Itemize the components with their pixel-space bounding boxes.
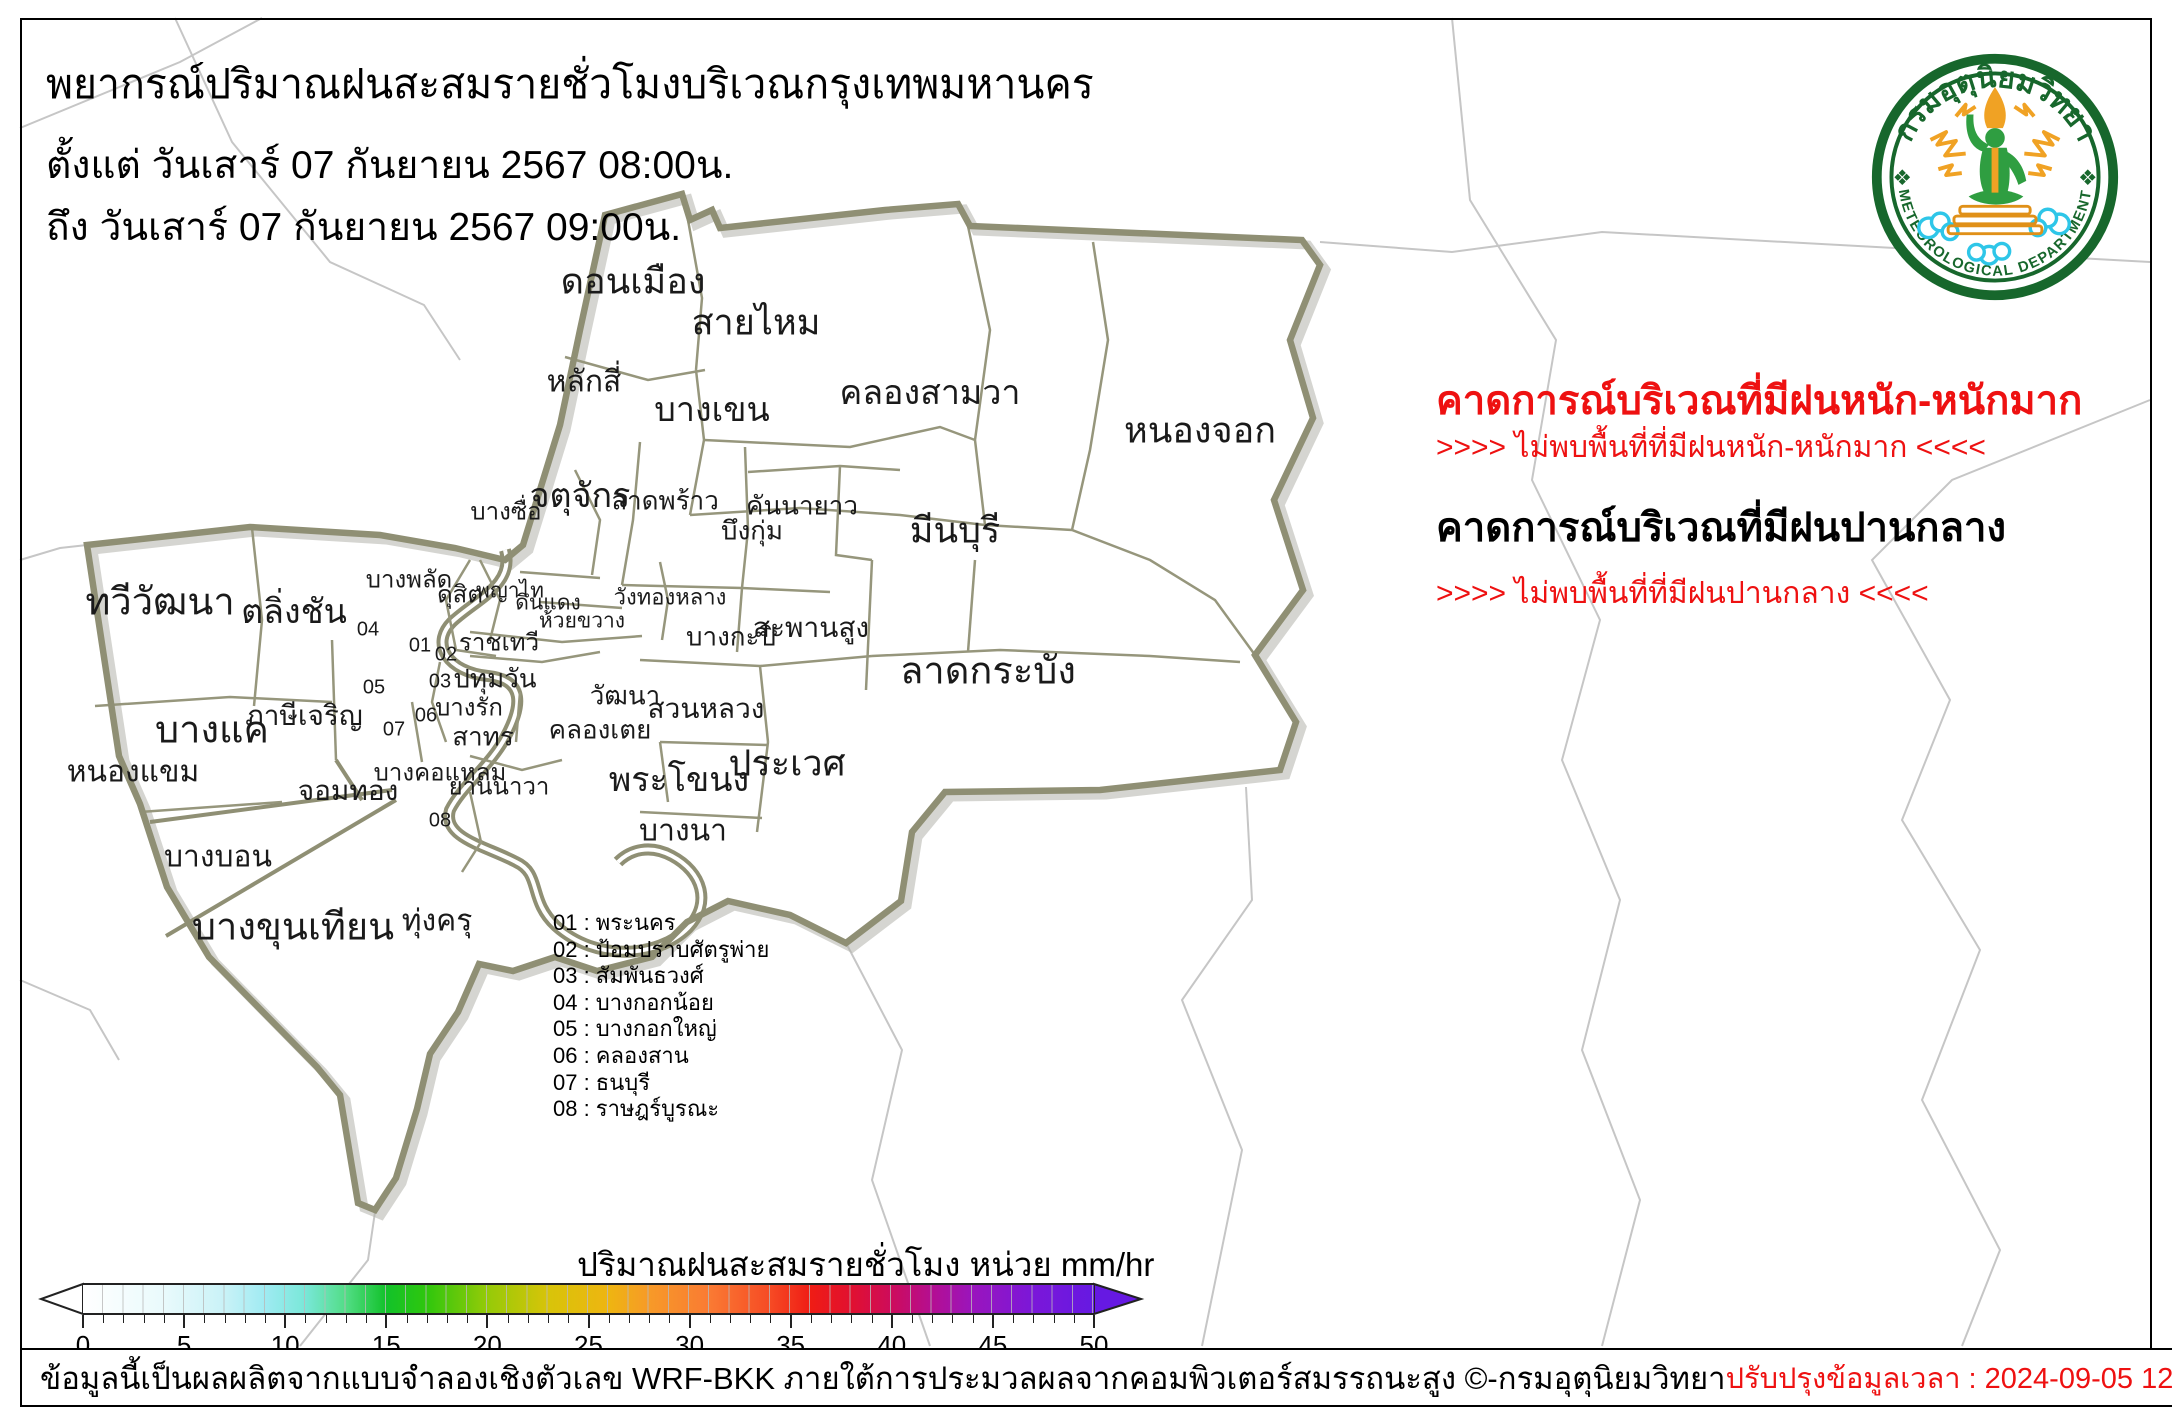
- forecast-end-time: ถึง วันเสาร์ 07 กันยายน 2567 09:00น.: [46, 206, 682, 249]
- colorbar-right-arrow: [1093, 1282, 1145, 1316]
- legend-item: 03 : สัมพันธวงศ์: [553, 963, 704, 989]
- footer-bar: ข้อมูลนี้เป็นผลผลิตจากแบบจำลองเชิงตัวเลข…: [20, 1348, 2172, 1407]
- logo-left-ornament: ❖: [1893, 166, 1912, 190]
- bangkok-outer-boundary: [83, 190, 1324, 1215]
- chao-phraya-river: [436, 548, 708, 958]
- logo-ray-icons: [1929, 102, 2061, 177]
- tmd-logo: กรมอุตุนิยมวิทยา METEOROLOGICAL DEPARTME…: [1871, 53, 2119, 301]
- legend-item: 07 : ธนบุรี: [553, 1069, 651, 1095]
- colorbar-title: ปริมาณฝนสะสมรายชั่วโมง หน่วย mm/hr: [577, 1246, 1155, 1283]
- data-update-timestamp: ปรับปรุงข้อมูลเวลา : 2024-09-05 12Z: [1725, 1362, 2172, 1395]
- logo-right-ornament: ❖: [2078, 166, 2097, 190]
- colorbar-left-arrow: [38, 1282, 84, 1316]
- logo-cloud-icons: [1917, 207, 2071, 266]
- legend-item: 05 : บางกอกใหญ่: [553, 1016, 717, 1042]
- legend-item: 02 : ป้อมปราบศัตรูพ่าย: [553, 936, 770, 962]
- legend-item: 04 : บางกอกน้อย: [553, 989, 714, 1015]
- legend-item: 01 : พระนคร: [553, 910, 676, 935]
- footer-disclaimer: ข้อมูลนี้เป็นผลผลิตจากแบบจำลองเชิงตัวเลข…: [40, 1360, 1726, 1396]
- page-title: พยากรณ์ปริมาณฝนสะสมรายชั่วโมงบริเวณกรุงเ…: [46, 61, 1094, 107]
- colorbar-gridlines: [83, 1285, 1094, 1313]
- province-boundary-lines: [19, 17, 2151, 1347]
- legend-item: 06 : คลองสาน: [553, 1042, 689, 1068]
- logo-inner-ring: [1889, 71, 2101, 283]
- sub-major-boundary-lines: [149, 758, 398, 938]
- numbered-district-legend: 01 : พระนคร 02 : ป้อมปราบศัตรูพ่าย 03 : สั…: [553, 910, 769, 1123]
- moderate-rain-result: >>>> ไม่พบพื้นที่ที่มีฝนปานกลาง <<<<: [1436, 577, 1929, 610]
- district-boundary-lines: [94, 219, 1257, 873]
- moderate-rain-heading: คาดการณ์บริเวณที่มีฝนปานกลาง: [1436, 506, 2007, 550]
- heavy-rain-heading: คาดการณ์บริเวณที่มีฝนหนัก-หนักมาก: [1436, 379, 2083, 423]
- forecast-start-time: ตั้งแต่ วันเสาร์ 07 กันยายน 2567 08:00น.: [46, 144, 734, 187]
- logo-pedestal: [1946, 204, 2044, 236]
- legend-item: 08 : ราษฎร์บูรณะ: [553, 1096, 720, 1122]
- heavy-rain-result: >>>> ไม่พบพื้นที่ที่มีฝนหนัก-หนักมาก <<<…: [1436, 431, 1986, 464]
- logo-deity-figure: [1946, 87, 2044, 236]
